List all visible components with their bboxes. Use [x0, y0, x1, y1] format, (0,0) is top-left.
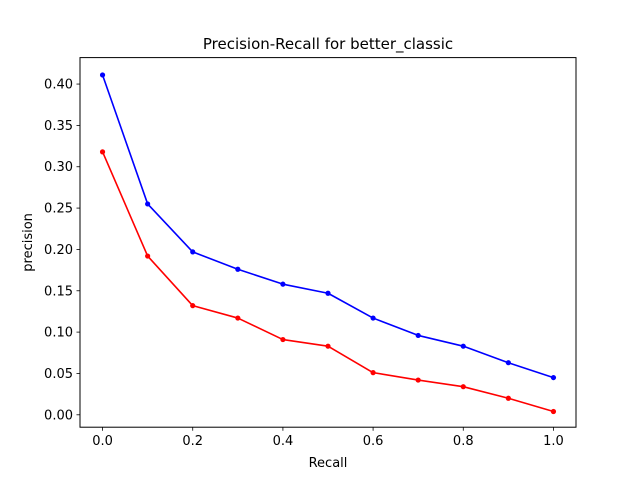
- x-tick-label: 0.0: [92, 434, 113, 449]
- series-0-point: [550, 374, 557, 381]
- series-0-point: [460, 343, 466, 349]
- series-0-point: [235, 266, 241, 272]
- y-axis-label: precision: [21, 213, 36, 272]
- x-tick-label: 0.4: [273, 434, 294, 449]
- x-tick-label: 0.8: [453, 434, 474, 449]
- series-0-point: [505, 360, 511, 366]
- series-0-point: [99, 72, 106, 78]
- y-tick-label: 0.30: [44, 160, 73, 175]
- y-tick-label: 0.15: [44, 284, 73, 299]
- series-0-point: [370, 315, 376, 321]
- y-tick-label: 0.10: [44, 326, 73, 341]
- y-tick-label: 0.05: [44, 367, 73, 382]
- series-1-point: [99, 149, 106, 155]
- series-line-0: [101, 74, 554, 379]
- series-1-point: [280, 336, 286, 343]
- y-tick-label: 0.00: [44, 408, 73, 423]
- y-tick-label: 0.40: [44, 78, 73, 93]
- chart-title: Precision-Recall for better_classic: [203, 35, 453, 54]
- series-0-point: [415, 332, 421, 339]
- series-0-point: [145, 201, 151, 207]
- plot-frame: [79, 57, 577, 428]
- series-1-point: [145, 253, 151, 259]
- y-tick-label: 0.25: [44, 202, 73, 217]
- series-1-point: [415, 377, 421, 383]
- x-tick-label: 0.6: [363, 434, 384, 449]
- series-1-point: [505, 395, 511, 401]
- series-0-point: [190, 249, 196, 255]
- series-1-point: [460, 384, 466, 390]
- series-line-1: [101, 151, 554, 413]
- x-tick-label: 0.2: [182, 434, 203, 449]
- series-0-point: [325, 290, 331, 296]
- series-0-point: [280, 281, 286, 287]
- y-tick-label: 0.20: [44, 243, 73, 258]
- series-1-point: [550, 408, 557, 415]
- series-1-point: [370, 370, 376, 376]
- series-1-point: [190, 303, 196, 309]
- series-1-point: [235, 315, 241, 321]
- x-axis-label: Recall: [309, 456, 348, 471]
- series-1-point: [325, 343, 331, 349]
- x-tick-label: 1.0: [543, 434, 564, 449]
- y-tick-label: 0.35: [44, 119, 73, 134]
